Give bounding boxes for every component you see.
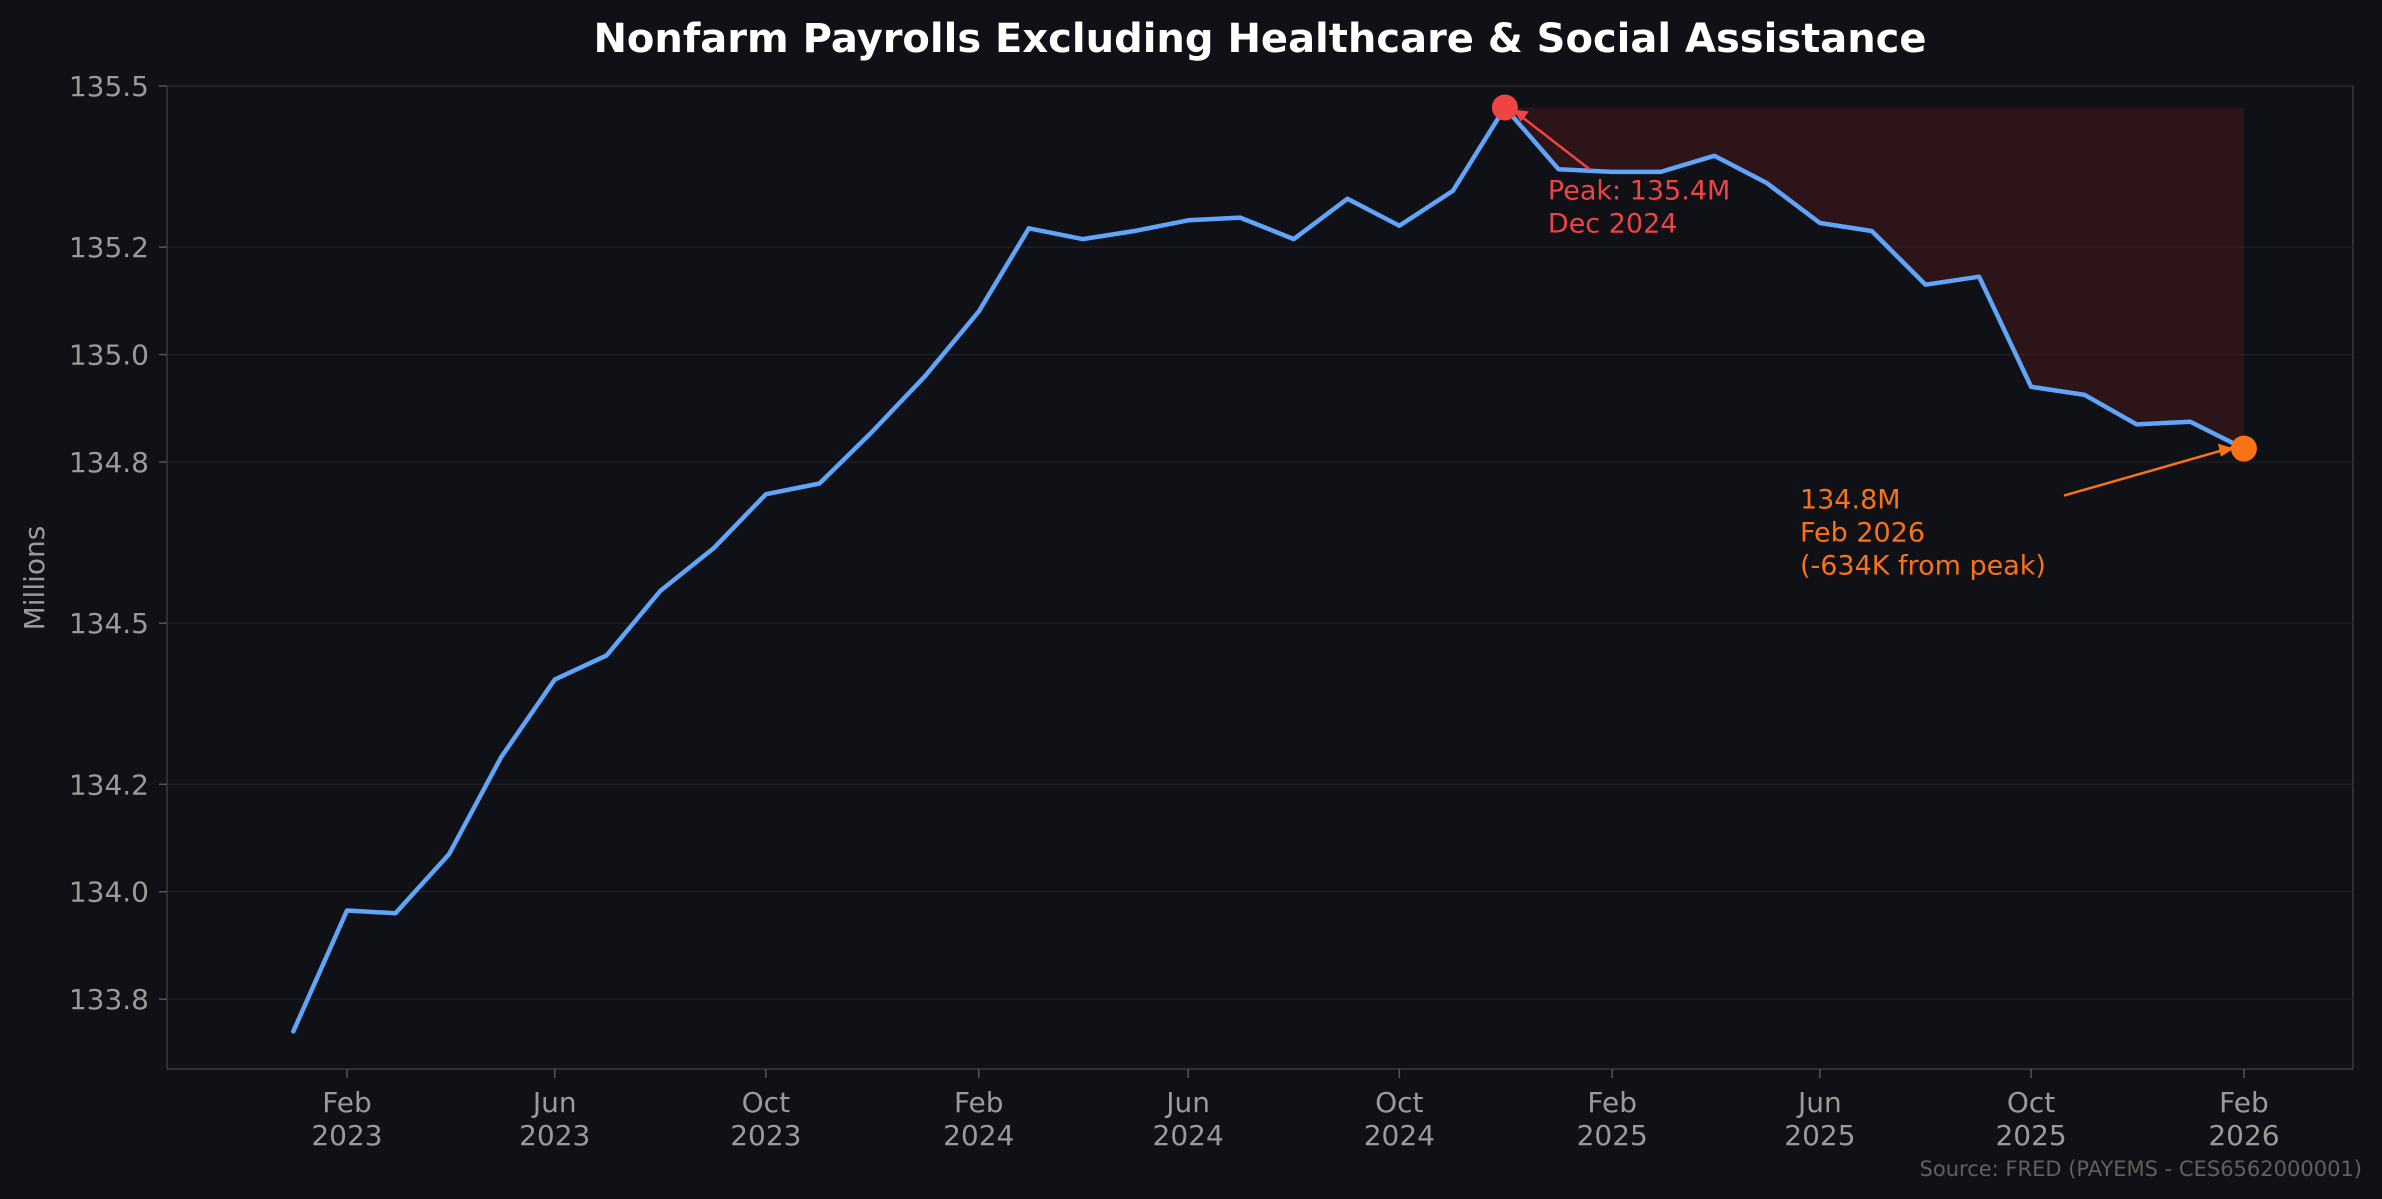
last-arrow-head <box>2217 443 2234 457</box>
peak-label: Peak: 135.4M <box>1548 175 1730 206</box>
x-tick-label-month: Jun <box>1796 1086 1842 1119</box>
peak-marker <box>1491 94 1518 121</box>
y-axis-label: Millions <box>18 526 51 631</box>
y-tick-label: 135.2 <box>69 231 149 264</box>
x-tick-label-month: Feb <box>322 1086 372 1119</box>
x-tick-label-month: Jun <box>531 1086 577 1119</box>
y-tick-label: 134.0 <box>69 876 149 909</box>
x-tick-label-year: 2025 <box>1784 1119 1855 1152</box>
last-arrow <box>2063 446 2233 497</box>
x-tick-label-year: 2025 <box>1995 1119 2066 1152</box>
axis-ticks: 133.8 134.0 134.2 134.5 134.8 135.0 135.2 135.5… <box>69 70 2280 1152</box>
y-tick-label: 133.8 <box>69 983 149 1016</box>
x-tick-label-year: 2024 <box>1364 1119 1435 1152</box>
x-tick-label-year: 2026 <box>2208 1119 2279 1152</box>
drawdown-area-layer <box>1504 107 2244 449</box>
source-note: Source: FRED (PAYEMS - CES6562000001) <box>1920 1157 2362 1181</box>
x-tick-label-year: 2024 <box>943 1119 1014 1152</box>
x-tick-label-month: Feb <box>1587 1086 1637 1119</box>
last-label: Feb 2026 <box>1800 518 1925 549</box>
x-tick-label-year: 2024 <box>1153 1119 1224 1152</box>
peak-arrow <box>1514 110 1591 171</box>
x-tick-label-month: Jun <box>1164 1086 1210 1119</box>
x-tick-label-year: 2023 <box>519 1119 590 1152</box>
x-tick-label-month: Oct <box>2007 1086 2055 1119</box>
plot-area <box>166 85 2354 1070</box>
y-tick-label: 135.0 <box>69 339 149 372</box>
chart-title: Nonfarm Payrolls Excluding Healthcare & … <box>593 16 1926 62</box>
y-tick-label: 134.5 <box>69 607 149 640</box>
x-tick-label-month: Oct <box>1375 1086 1423 1119</box>
peak-label: Dec 2024 <box>1548 208 1678 239</box>
x-tick-label-month: Feb <box>2219 1086 2269 1119</box>
last-label: 134.8M <box>1800 485 1901 516</box>
y-tick-label: 135.5 <box>69 70 149 103</box>
x-tick-label-month: Oct <box>742 1086 790 1119</box>
grid <box>167 85 2353 1000</box>
series-line <box>291 105 2247 1034</box>
x-tick-label-year: 2025 <box>1577 1119 1648 1152</box>
x-tick-label-month: Feb <box>954 1086 1004 1119</box>
y-tick-label: 134.8 <box>69 446 149 479</box>
series-layer <box>291 105 2247 1034</box>
y-tick-label: 134.2 <box>69 768 149 801</box>
x-tick-label-year: 2023 <box>730 1119 801 1152</box>
last-label: (-634K from peak) <box>1800 551 2046 582</box>
x-tick-label-year: 2023 <box>311 1119 382 1152</box>
last-marker <box>2230 435 2257 462</box>
drawdown-area <box>1504 107 2244 449</box>
